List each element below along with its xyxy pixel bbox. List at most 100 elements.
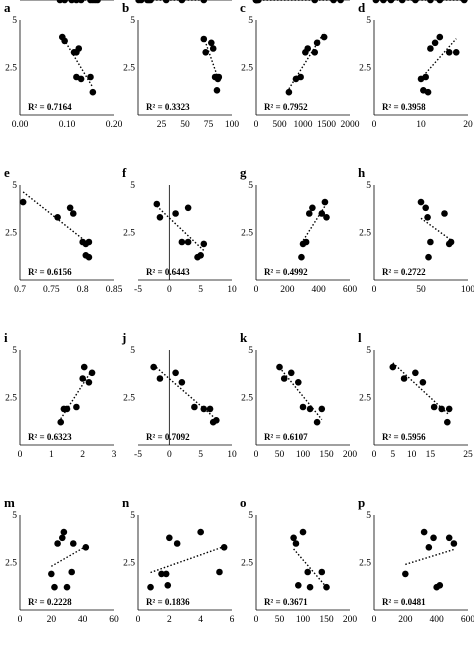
data-point (311, 49, 319, 56)
x-tick-label: 500 (272, 120, 287, 130)
data-point (445, 534, 453, 542)
data-point (422, 204, 430, 212)
r-squared-label: R² = 0.3671 (264, 597, 308, 607)
x-tick-label: 50 (275, 615, 285, 625)
data-point (389, 363, 397, 371)
data-point (309, 204, 316, 212)
y-tick-label: 5 (12, 16, 17, 26)
y-tick-label: 2.5 (241, 64, 253, 74)
data-point (302, 238, 310, 246)
trend-line (150, 545, 225, 574)
y-tick-label: 2.5 (241, 559, 253, 569)
data-point (424, 214, 431, 221)
data-point (420, 528, 428, 536)
data-point (87, 73, 94, 81)
x-tick-label: 4 (198, 615, 203, 625)
x-tick-label: 10 (416, 120, 426, 130)
data-point (57, 418, 65, 426)
data-point (436, 582, 444, 589)
x-tick-label: 50 (416, 285, 426, 295)
x-tick-label: 1500 (317, 120, 336, 130)
data-point (60, 528, 68, 536)
y-tick-label: 2.5 (5, 0, 17, 3)
x-tick-label: 6 (230, 615, 235, 625)
data-point (66, 204, 74, 212)
data-point (73, 49, 80, 56)
x-tick-label: 0 (254, 450, 259, 460)
panel-label: n (122, 495, 130, 510)
data-point (88, 369, 96, 377)
data-point (166, 534, 173, 542)
data-point (427, 238, 434, 246)
r-squared-label: R² = 0.3958 (382, 102, 426, 112)
data-point (162, 0, 170, 4)
y-tick-label: 2.5 (5, 64, 17, 74)
data-point (85, 379, 93, 386)
data-point (184, 204, 192, 212)
x-tick-label: 0 (18, 450, 23, 460)
data-point (285, 88, 293, 96)
data-point (208, 39, 215, 47)
x-tick-label: 0.10 (59, 120, 76, 130)
data-point (220, 544, 228, 551)
data-point (150, 363, 157, 371)
panel-label: i (4, 330, 8, 345)
x-tick-label: 200 (280, 285, 295, 295)
y-tick-label: 2.5 (359, 559, 371, 569)
x-tick-label: 75 (204, 120, 214, 130)
data-point (89, 88, 97, 96)
x-tick-label: -5 (134, 285, 142, 295)
data-point (147, 583, 154, 591)
data-point (422, 73, 430, 81)
panel-g: g 2.5 5 0 200 400 600 R² = 0.4992 (240, 165, 357, 295)
x-tick-label: 400 (430, 615, 445, 625)
data-point (436, 33, 444, 41)
data-point (162, 570, 170, 578)
data-point (295, 379, 302, 386)
data-point (197, 528, 204, 536)
r-squared-label: R² = 0.6443 (146, 267, 190, 277)
data-point (313, 418, 321, 426)
data-point (172, 210, 179, 217)
data-point (427, 0, 434, 4)
x-tick-label: 0 (167, 450, 172, 460)
x-tick-label: 150 (319, 450, 334, 460)
data-point (311, 0, 319, 4)
x-tick-label: 20 (196, 0, 206, 3)
x-tick-label: 100 (225, 120, 240, 130)
data-point (412, 0, 419, 4)
data-point (330, 0, 337, 4)
data-point (292, 540, 300, 547)
panel-label: o (240, 495, 247, 510)
x-tick-label: 20 (298, 0, 308, 3)
data-point (200, 405, 208, 413)
trend-line (156, 205, 205, 252)
data-point (380, 0, 387, 4)
panel-r: r2.550100200R² = 0.0192 (4, 0, 121, 4)
data-point (460, 0, 468, 4)
data-point (178, 379, 186, 386)
panel-i: i 2.5 5 0 1 2 3 R² = 0.6323 (4, 330, 117, 460)
data-point (255, 0, 262, 4)
r-squared-label: R² = 0.5827 (382, 0, 426, 2)
data-point (290, 534, 297, 542)
data-point (147, 0, 154, 4)
x-tick-label: 1000 (294, 120, 313, 130)
x-tick-label: 30 (322, 0, 332, 3)
y-tick-label: 5 (248, 346, 253, 356)
data-point (295, 582, 302, 589)
data-point (63, 405, 71, 413)
r-squared-label: R² = 0.0192 (28, 0, 72, 2)
x-tick-label: 5 (198, 450, 203, 460)
data-point (206, 405, 214, 413)
y-tick-label: 5 (12, 181, 17, 191)
panel-p: p 2.5 5 0 200 400 600 R² = 0.0481 (358, 495, 474, 625)
data-point (427, 45, 434, 52)
x-tick-label: 0.7 (14, 285, 26, 295)
data-point (200, 35, 208, 43)
panel-label: t (240, 0, 245, 3)
y-tick-label: 5 (366, 16, 371, 26)
